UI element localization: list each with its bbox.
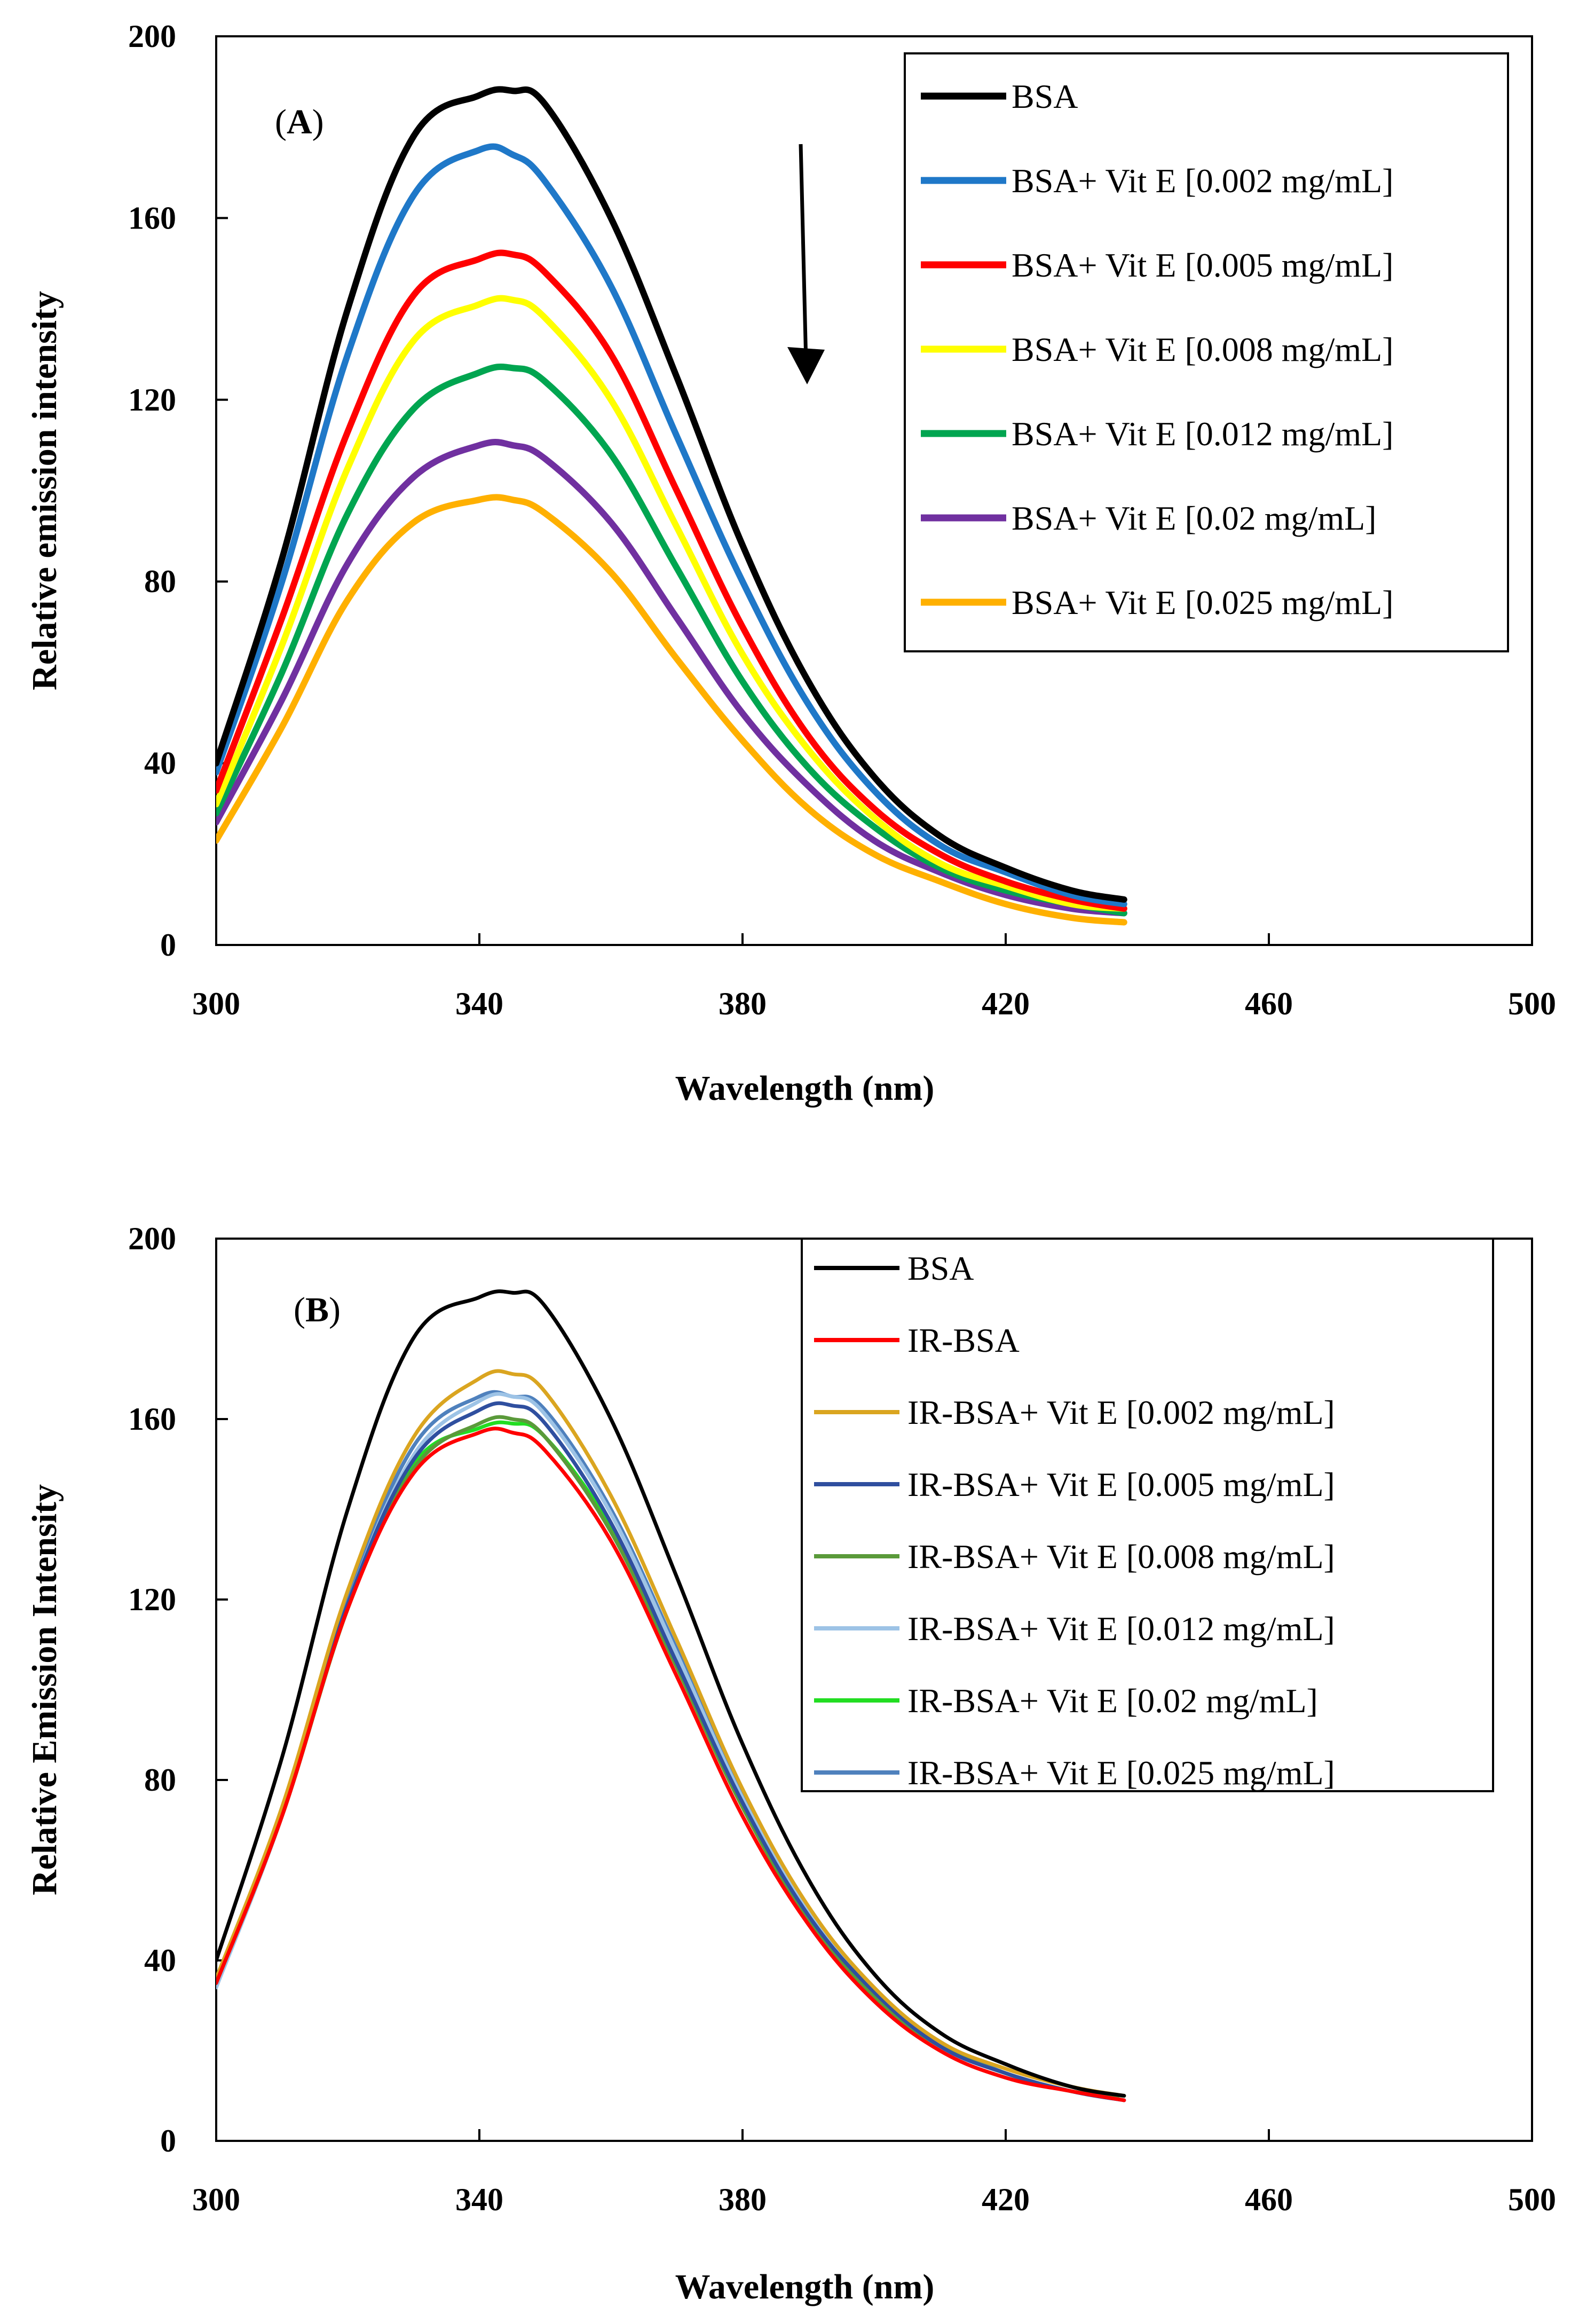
x-tick-label: 380 xyxy=(719,2182,767,2217)
x-tick-label: 500 xyxy=(1508,986,1556,1021)
x-tick-label: 340 xyxy=(455,2182,503,2217)
x-tick-label: 500 xyxy=(1508,2182,1556,2217)
series-line-1 xyxy=(216,1427,1126,2102)
y-tick-label: 160 xyxy=(128,200,176,235)
legend-label-6: BSA+ Vit E [0.025 mg/mL] xyxy=(1012,584,1394,621)
legend-label-0: BSA xyxy=(907,1249,974,1287)
legend-label-5: IR-BSA+ Vit E [0.012 mg/mL] xyxy=(907,1610,1335,1648)
series-line-6 xyxy=(216,494,1127,926)
y-tick-label: 80 xyxy=(144,564,176,599)
panel-label-letter: B xyxy=(305,1290,329,1329)
series-group xyxy=(216,1289,1126,2102)
y-tick-label: 200 xyxy=(128,19,176,54)
panel-label-letter: A xyxy=(287,103,312,141)
chart-panel-a: 300 340 380 420 460 500 0 40 80 120 160 200 Waveleng… xyxy=(25,19,1556,1108)
y-tick-label: 80 xyxy=(144,1762,176,1798)
x-axis-title: Wavelength (nm) xyxy=(675,2267,935,2306)
legend-label-2: IR-BSA+ Vit E [0.002 mg/mL] xyxy=(907,1393,1335,1431)
y-tick-label: 200 xyxy=(128,1221,176,1256)
series-line-2 xyxy=(216,1369,1126,2098)
arrow-shaft xyxy=(799,144,808,364)
x-tick-label: 380 xyxy=(719,986,767,1021)
y-tick-label: 120 xyxy=(128,382,176,417)
panel-label-close: ) xyxy=(312,103,324,141)
series-line-2 xyxy=(216,249,1127,912)
series-group xyxy=(216,86,1127,926)
panel-label-open: ( xyxy=(294,1290,305,1329)
legend-label-4: BSA+ Vit E [0.012 mg/mL] xyxy=(1012,415,1394,453)
x-tick-label: 300 xyxy=(192,986,240,1021)
y-tick-label: 160 xyxy=(128,1401,176,1437)
legend-label-3: IR-BSA+ Vit E [0.005 mg/mL] xyxy=(907,1466,1335,1503)
legend-label-6: IR-BSA+ Vit E [0.02 mg/mL] xyxy=(907,1682,1318,1720)
series-line-3 xyxy=(216,295,1127,912)
series-line-5 xyxy=(216,438,1127,917)
x-tick-label: 460 xyxy=(1245,2182,1293,2217)
legend-label-7: IR-BSA+ Vit E [0.025 mg/mL] xyxy=(907,1754,1335,1792)
arrow-down-icon xyxy=(787,347,825,384)
plot-frame xyxy=(215,35,1533,946)
panel-label: (B) xyxy=(294,1290,341,1329)
x-tick-label: 340 xyxy=(455,986,503,1021)
x-axis-title: Wavelength (nm) xyxy=(675,1069,935,1108)
legend-label-1: IR-BSA xyxy=(907,1321,1020,1359)
x-tick-label: 460 xyxy=(1245,986,1293,1021)
panel-label: (A) xyxy=(275,103,324,141)
y-tick-label: 40 xyxy=(144,1943,176,1978)
panel-label-close: ) xyxy=(329,1290,341,1329)
legend-label-3: BSA+ Vit E [0.008 mg/mL] xyxy=(1012,330,1394,368)
y-tick-label: 0 xyxy=(160,927,176,963)
legend-label-1: BSA+ Vit E [0.002 mg/mL] xyxy=(1012,162,1394,200)
legend-label-2: BSA+ Vit E [0.005 mg/mL] xyxy=(1012,246,1394,284)
legend-label-0: BSA xyxy=(1012,77,1078,115)
y-axis-title: Relative emission intensity xyxy=(25,291,64,690)
x-tick-label: 300 xyxy=(192,2182,240,2217)
series-line-1 xyxy=(216,143,1127,908)
y-tick-label: 40 xyxy=(144,746,176,781)
chart-panel-b: 300 340 380 420 460 500 0 40 80 120 160 200 Waveleng… xyxy=(25,1221,1556,2306)
legend-label-4: IR-BSA+ Vit E [0.008 mg/mL] xyxy=(907,1538,1335,1575)
series-line-0 xyxy=(216,1289,1126,2098)
legend-box xyxy=(801,1238,1494,1792)
y-axis-title: Relative Emission Intensity xyxy=(25,1484,64,1895)
series-line-0 xyxy=(216,86,1127,903)
y-tick-label: 0 xyxy=(160,2123,176,2158)
x-tick-label: 420 xyxy=(982,2182,1030,2217)
panel-label-open: ( xyxy=(275,103,287,141)
legend-label-5: BSA+ Vit E [0.02 mg/mL] xyxy=(1012,499,1377,537)
series-line-4 xyxy=(216,363,1127,917)
y-tick-label: 120 xyxy=(128,1582,176,1617)
x-tick-label: 420 xyxy=(982,986,1030,1021)
